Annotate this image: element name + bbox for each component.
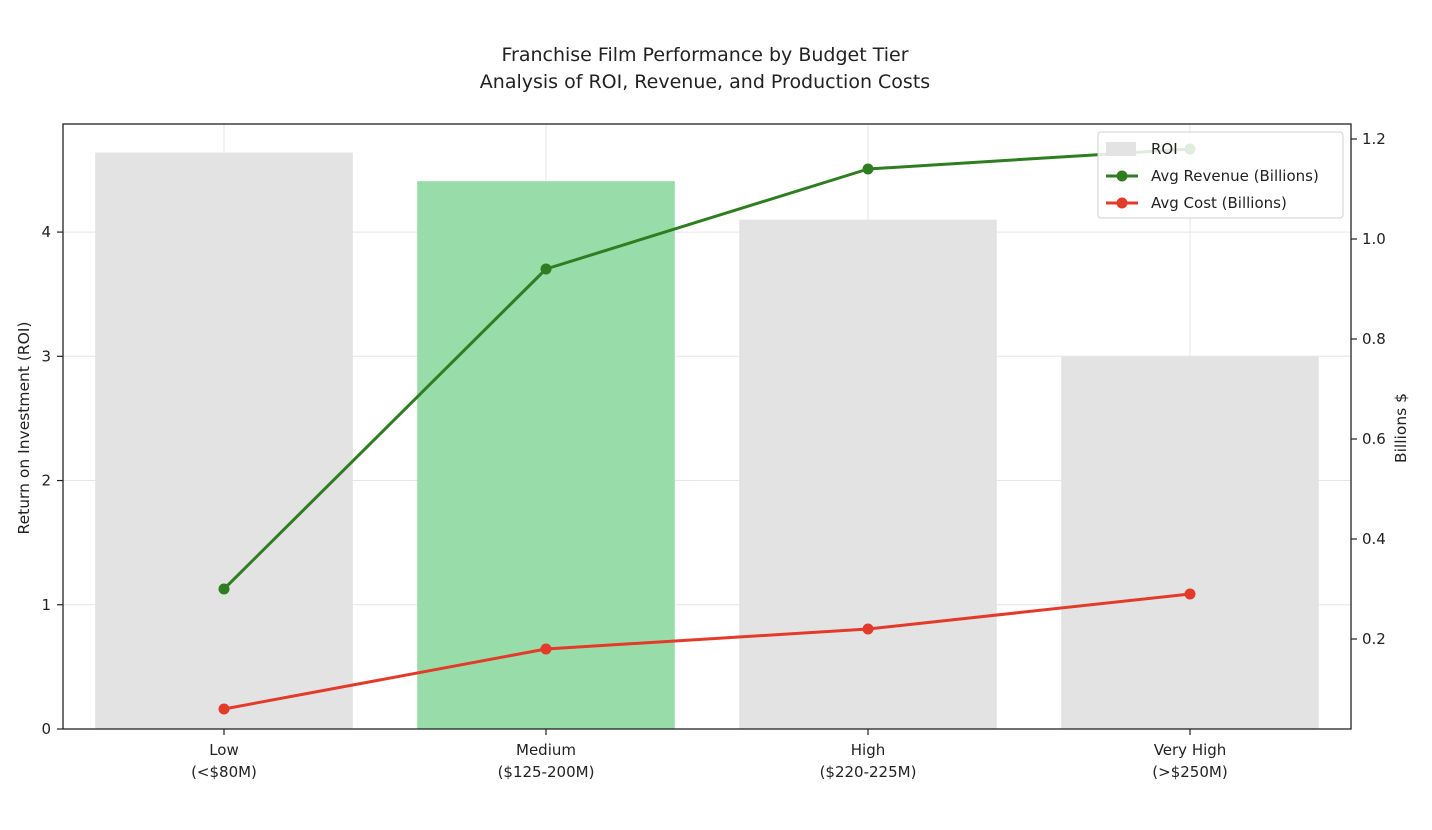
legend-swatch-marker bbox=[1116, 197, 1128, 209]
legend-swatch-marker bbox=[1116, 170, 1128, 182]
y-left-tick-label: 1 bbox=[41, 596, 51, 614]
x-tick-label: Medium bbox=[516, 741, 576, 759]
legend-label: Avg Cost (Billions) bbox=[1151, 194, 1287, 212]
x-tick-label: Low bbox=[209, 741, 239, 759]
y-axis-label-right: Billions $ bbox=[1392, 393, 1410, 463]
revenue-line bbox=[222, 147, 1191, 591]
cost-point bbox=[1184, 588, 1196, 600]
lines bbox=[218, 143, 1196, 715]
legend: ROI Avg Revenue (Billions) Avg Cost (Billi… bbox=[1097, 131, 1344, 219]
plot-frame bbox=[62, 123, 1352, 730]
cost-point bbox=[540, 643, 552, 655]
axes: 0 1 2 3 4 0.2 0.4 0.6 0.8 1.0 1.2 Low (<$80M) Medium (… bbox=[41, 130, 1385, 781]
cost-point bbox=[218, 703, 230, 715]
x-tick-label: (>$250M) bbox=[1152, 763, 1227, 781]
y-axis-label-left: Return on Investment (ROI) bbox=[15, 322, 33, 535]
legend-swatch-roi bbox=[1106, 142, 1136, 156]
x-tick-label: ($125-200M) bbox=[498, 763, 595, 781]
cost-point bbox=[862, 623, 874, 635]
bars bbox=[95, 152, 1319, 730]
x-tick-label: (<$80M) bbox=[191, 763, 257, 781]
revenue-point bbox=[540, 263, 552, 275]
y-right-tick-label: 0.4 bbox=[1362, 530, 1386, 548]
revenue-point bbox=[862, 163, 874, 175]
x-tick-label: ($220-225M) bbox=[820, 763, 917, 781]
y-left-tick-label: 4 bbox=[41, 223, 51, 241]
y-right-tick-label: 0.6 bbox=[1362, 430, 1386, 448]
roi-bar bbox=[739, 219, 997, 729]
cost-line bbox=[223, 592, 1191, 711]
y-right-tick-label: 1.0 bbox=[1362, 230, 1386, 248]
y-right-tick-label: 0.2 bbox=[1362, 630, 1386, 648]
roi-bar bbox=[95, 152, 353, 730]
legend-box bbox=[1097, 131, 1344, 219]
x-tick-label: High bbox=[851, 741, 885, 759]
y-right-tick-label: 1.2 bbox=[1362, 130, 1386, 148]
legend-label: Avg Revenue (Billions) bbox=[1151, 167, 1319, 185]
y-left-tick-label: 2 bbox=[41, 472, 51, 490]
y-left-tick-label: 0 bbox=[41, 720, 51, 738]
x-tick-label: Very High bbox=[1154, 741, 1227, 759]
y-right-tick-label: 0.8 bbox=[1362, 330, 1386, 348]
legend-label: ROI bbox=[1151, 140, 1178, 158]
chart-subtitle: Analysis of ROI, Revenue, and Production… bbox=[480, 71, 930, 93]
chart-title: Franchise Film Performance by Budget Tie… bbox=[501, 44, 908, 66]
revenue-point bbox=[218, 583, 230, 595]
roi-bar bbox=[1061, 356, 1319, 729]
y-left-tick-label: 3 bbox=[41, 347, 51, 365]
